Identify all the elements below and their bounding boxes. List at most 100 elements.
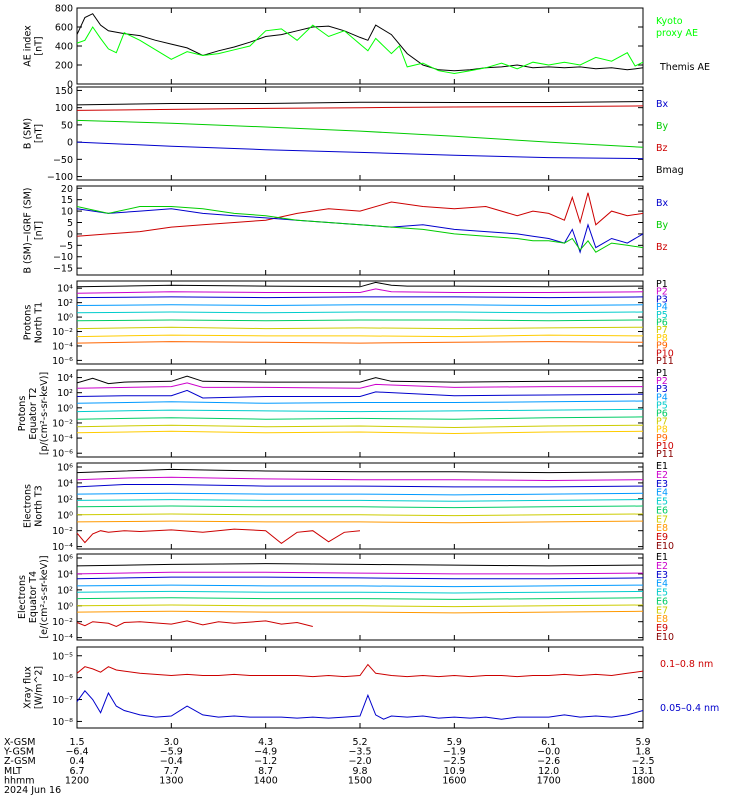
legend-entry: E6: [656, 596, 668, 607]
panel-frame: [76, 7, 644, 85]
legend-entry: P4: [656, 392, 668, 403]
y-tick-label: 10²: [57, 298, 73, 309]
series-line-e9: [76, 528, 361, 545]
panel-bsm: 150 100 50 0 −50 −100 B (SM) [nT] Bx By Bz Bmag: [23, 86, 684, 183]
legend-entry: Bmag: [656, 165, 684, 176]
panel-frame: [76, 369, 644, 458]
footer-value: 4.3: [258, 737, 273, 748]
y-tick-label: 10⁻⁶: [52, 673, 73, 684]
y-tick-label: 10⁻⁶: [52, 356, 73, 367]
y-axis-label: B (SM): [23, 118, 34, 149]
y-tick-label: 10⁻⁴: [52, 341, 73, 352]
legend-entry: P7: [656, 325, 668, 336]
panel-protons_north: 10⁴ 10² 10⁰ 10⁻² 10⁻⁴ 10⁻⁶ Protons North T1 P1P2…: [23, 279, 674, 367]
y-tick-label: 10⁻⁸: [52, 717, 73, 728]
y-tick-label: 10⁶: [57, 462, 73, 473]
legend-entry: P6: [656, 318, 668, 329]
panel-xray: 10⁻⁵ 10⁻⁶ 10⁻⁷ 10⁻⁸ Xray flux [W/m^2] 0.1–0.8 …: [23, 646, 719, 729]
series-line-e1: [76, 563, 644, 567]
legend-entry: E10: [656, 632, 674, 643]
series-line-by: [76, 206, 644, 253]
footer-value: −2.6: [537, 756, 560, 767]
footer-value: 1300: [159, 775, 183, 786]
footer-value: −0.0: [537, 747, 560, 758]
y-axis-label: North T3: [34, 485, 45, 526]
y-tick-label: 10⁰: [57, 510, 73, 521]
series-line-p3: [76, 389, 644, 399]
y-tick-label: 0: [67, 138, 73, 149]
legend-entry: E8: [656, 614, 668, 625]
legend-entry: E2: [656, 561, 668, 572]
series-line-0-05-0-4-nm: [76, 690, 644, 720]
y-tick-label: 0: [67, 80, 73, 91]
legend-entry: By: [656, 220, 669, 231]
footer-value: −6.4: [65, 747, 88, 758]
panel-frame: [76, 280, 644, 365]
footer-value: 12.0: [538, 766, 559, 777]
series-line-e1: [76, 468, 644, 474]
y-tick-label: 10⁴: [57, 373, 73, 384]
series-line-e7: [76, 604, 644, 608]
y-tick-label: 10⁻⁴: [52, 434, 73, 445]
legend-entry: E1: [656, 461, 668, 472]
y-tick-label: 10⁻²: [52, 526, 73, 537]
y-axis-label: Equator T2: [28, 387, 39, 439]
footer-value: 1.8: [635, 747, 650, 758]
footer-value: 5.9: [447, 737, 462, 748]
y-tick-label: 20: [61, 184, 73, 195]
footer-value: 1400: [254, 775, 278, 786]
series-line-e5: [76, 590, 644, 594]
footer-value: 0.4: [69, 756, 84, 767]
series-line-p2: [76, 382, 643, 389]
y-tick-label: 50: [61, 120, 73, 131]
series-line-bmag: [76, 101, 644, 106]
y-tick-label: 10⁴: [57, 284, 73, 295]
series-line-p2: [76, 288, 644, 294]
series-line-e3: [76, 484, 644, 488]
y-tick-label: 200: [55, 61, 73, 72]
legend-entry: P2: [656, 376, 668, 387]
panel-frame: [76, 86, 644, 181]
series-line-e6: [76, 597, 644, 600]
y-axis-label: Protons: [17, 396, 28, 432]
y-tick-label: 10²: [57, 585, 73, 596]
y-tick-label: 400: [55, 42, 73, 53]
y-tick-label: 10⁻⁷: [52, 695, 73, 706]
series-line-0-1-0-8-nm: [76, 663, 644, 678]
footer-row-label: Y-GSM: [3, 747, 34, 758]
series-line-p3: [76, 296, 644, 299]
legend-entry: P9: [656, 341, 668, 352]
y-tick-label: −100: [47, 172, 73, 183]
footer-value: −1.2: [254, 756, 277, 767]
series-line-p6: [76, 319, 644, 322]
footer-value: −5.9: [160, 747, 183, 758]
y-axis-label: [nT]: [34, 36, 45, 55]
footer-value: 6.1: [541, 737, 556, 748]
y-tick-label: 10²: [57, 388, 73, 399]
footer-value: 1500: [348, 775, 372, 786]
y-axis-label: Protons: [23, 305, 34, 341]
footer-row-label: 2024 Jun 16: [4, 785, 61, 796]
series-line-e4: [76, 492, 644, 496]
footer-value: 3.0: [164, 737, 179, 748]
legend-entry: P10: [656, 441, 674, 452]
footer-value: 1200: [65, 775, 89, 786]
y-axis-label: Equator T4: [28, 571, 39, 623]
footer-value: 1600: [442, 775, 466, 786]
y-axis-label: Electrons: [23, 484, 34, 528]
legend-entry: P8: [656, 333, 668, 344]
panel-frame: [76, 185, 644, 276]
y-tick-label: 10⁻⁴: [52, 633, 73, 644]
footer-value: 13.1: [632, 766, 653, 777]
series-line-e9: [76, 620, 313, 628]
legend-entry: By: [656, 121, 669, 132]
series-line-p4: [76, 304, 644, 307]
legend-entry: Kyoto: [656, 16, 683, 27]
series-line-kyoto-proxy-ae: [76, 24, 644, 75]
y-tick-label: 10⁻²: [52, 418, 73, 429]
legend-entry: Bx: [656, 99, 669, 110]
legend-entry: E7: [656, 514, 668, 525]
series-line-e6: [76, 505, 644, 509]
footer-row-label: Z-GSM: [4, 756, 36, 767]
legend-entry: E4: [656, 579, 668, 590]
